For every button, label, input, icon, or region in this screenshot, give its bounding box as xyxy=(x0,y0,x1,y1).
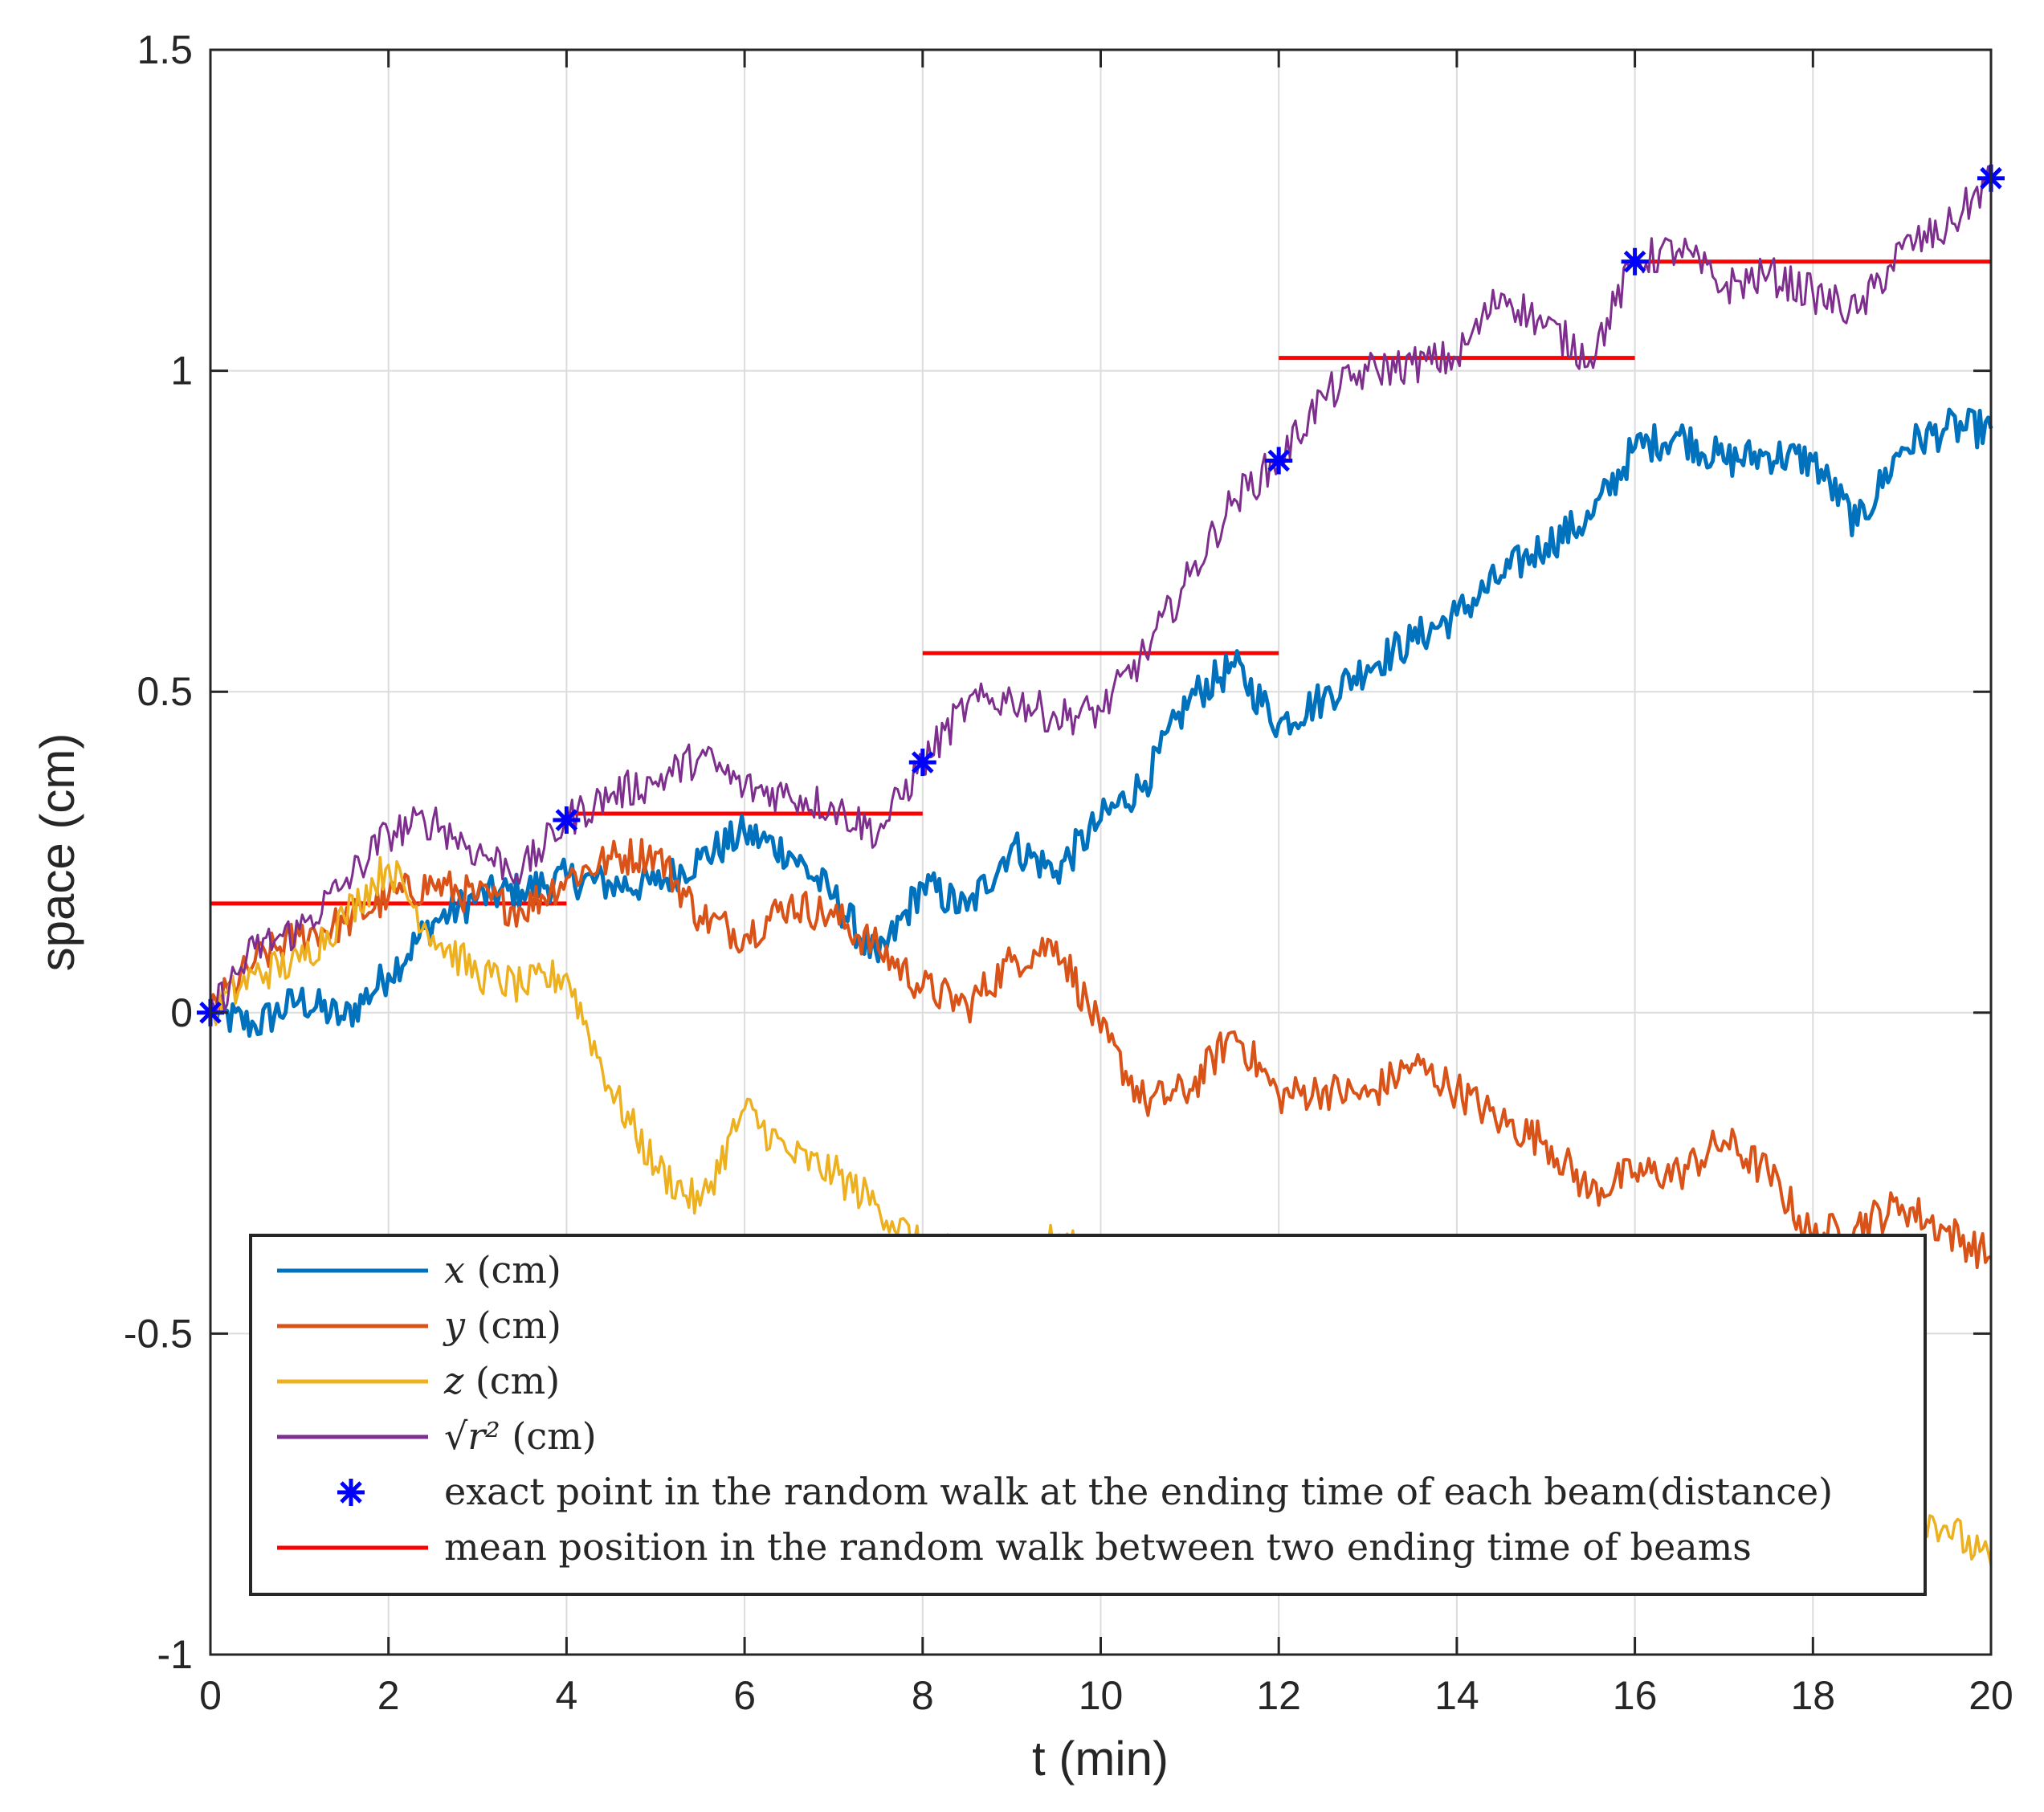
x-tick-label: 0 xyxy=(199,1673,222,1718)
exact-point-marker xyxy=(1265,447,1293,475)
x-tick-label: 4 xyxy=(555,1673,577,1718)
legend-label: z (cm) xyxy=(443,1359,560,1402)
x-tick-label: 14 xyxy=(1434,1673,1479,1718)
x-tick-label: 2 xyxy=(377,1673,400,1718)
asterisk-stroke xyxy=(912,751,934,773)
x-tick-label: 6 xyxy=(733,1673,756,1718)
legend-text: mean position in the random walk between… xyxy=(444,1525,1752,1569)
legend-label: y (cm) xyxy=(443,1304,561,1347)
legend-text: (cm) xyxy=(477,1248,561,1292)
legend-label: exact point in the random walk at the en… xyxy=(444,1470,1833,1513)
legend-label: x (cm) xyxy=(444,1248,561,1292)
legend-label: mean position in the random walk between… xyxy=(444,1525,1752,1569)
y-tick-label: 1.5 xyxy=(137,27,193,72)
legend-text: (cm) xyxy=(512,1414,596,1458)
x-axis-label: t (min) xyxy=(1032,1732,1169,1785)
legend-text: exact point in the random walk at the en… xyxy=(444,1470,1833,1513)
asterisk-stroke xyxy=(1267,449,1290,472)
x-tick-label: 8 xyxy=(912,1673,934,1718)
y-tick-label: -0.5 xyxy=(124,1311,193,1356)
legend-box xyxy=(249,1234,1927,1596)
axis-ticks: 0 2 4 6 8 10 12 14 16 18 20 -1 -0.5 0 0.5 1 1.5 xyxy=(124,27,2013,1718)
legend-text: (cm) xyxy=(477,1304,561,1347)
legend-swatch-marker xyxy=(337,1479,365,1506)
exact-point-marker xyxy=(1621,247,1649,275)
asterisk-stroke xyxy=(555,809,578,831)
legend-text: (cm) xyxy=(475,1359,560,1402)
legend-label: √r² (cm) xyxy=(444,1414,597,1458)
legend-math: x xyxy=(444,1248,477,1292)
x-tick-label: 12 xyxy=(1256,1673,1301,1718)
exact-point-marker xyxy=(553,806,581,835)
legend-math: y xyxy=(443,1304,477,1347)
series-line-x xyxy=(208,407,1993,1038)
asterisk-stroke xyxy=(340,1481,362,1504)
legend-math: √r² xyxy=(444,1414,512,1458)
x-tick-label: 10 xyxy=(1079,1673,1124,1718)
y-tick-label: 0 xyxy=(170,990,193,1035)
y-tick-label: 0.5 xyxy=(137,669,193,714)
x-tick-label: 16 xyxy=(1613,1673,1658,1718)
x-tick-label: 18 xyxy=(1790,1673,1835,1718)
series-line-r xyxy=(209,165,1993,1015)
legend: x (cm)y (cm)z (cm)√r² (cm)exact point in… xyxy=(249,1234,1927,1596)
exact-point-marker xyxy=(908,749,936,777)
series-line-y xyxy=(209,838,1992,1270)
y-axis-label: space (cm) xyxy=(31,733,84,972)
legend-math: z xyxy=(443,1359,475,1402)
asterisk-stroke xyxy=(1623,250,1646,273)
y-tick-label: -1 xyxy=(157,1632,193,1677)
y-tick-label: 1 xyxy=(170,349,193,394)
x-tick-label: 20 xyxy=(1969,1673,2013,1718)
